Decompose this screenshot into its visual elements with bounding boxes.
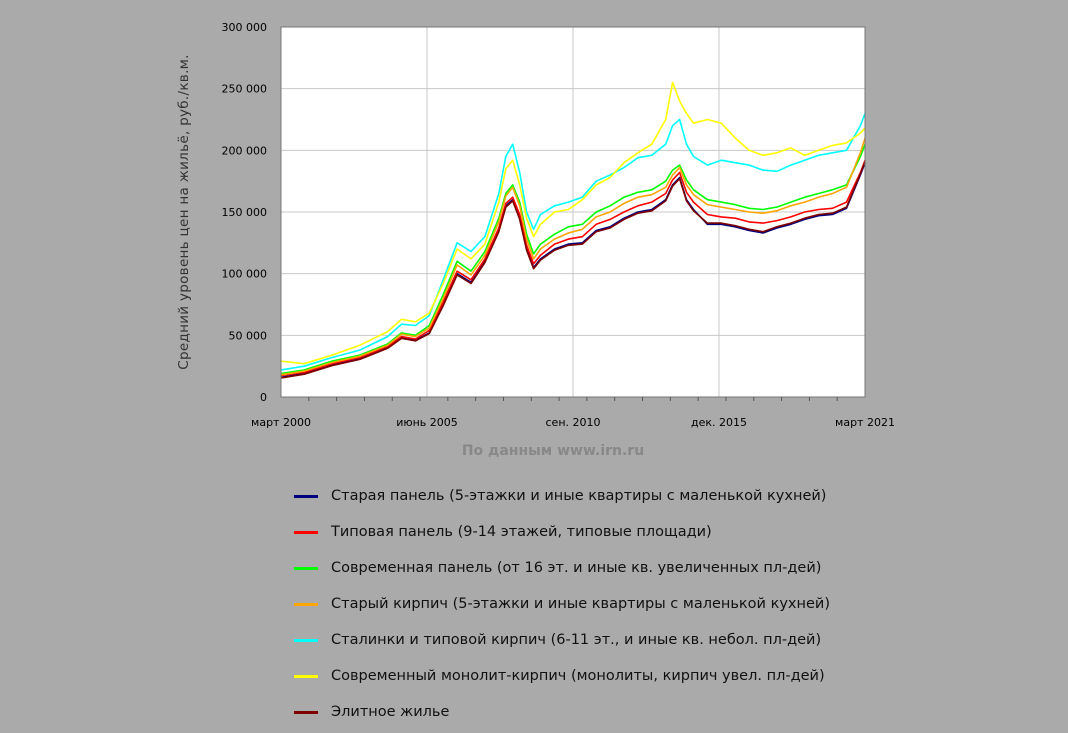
legend-label: Типовая панель (9-14 этажей, типовые пло…	[331, 524, 712, 540]
legend-swatch	[294, 710, 318, 714]
y-tick-label: 50 000	[229, 329, 268, 342]
legend-label: Старый кирпич (5-этажки и иные квартиры …	[331, 596, 830, 612]
y-tick-label: 150 000	[222, 206, 268, 219]
legend-label: Элитное жилье	[331, 704, 450, 720]
y-tick-label: 100 000	[222, 268, 268, 281]
legend-item: Старый кирпич (5-этажки и иные квартиры …	[294, 586, 894, 622]
x-tick-label: июнь 2005	[396, 416, 458, 429]
legend-label: Современная панель (от 16 эт. и иные кв.…	[331, 560, 822, 576]
y-tick-label: 200 000	[222, 144, 268, 157]
legend-label: Сталинки и типовой кирпич (6-11 эт., и и…	[331, 632, 822, 648]
legend-swatch	[294, 494, 318, 498]
legend-swatch	[294, 674, 318, 678]
legend-label: Современный монолит-кирпич (монолиты, ки…	[331, 668, 825, 684]
x-tick-label: сен. 2010	[546, 416, 601, 429]
legend-item: Элитное жилье	[294, 694, 894, 730]
legend: Старая панель (5-этажки и иные квартиры …	[294, 478, 894, 730]
legend-item: Современный монолит-кирпич (монолиты, ки…	[294, 658, 894, 694]
y-tick-label: 0	[260, 391, 267, 404]
series-lines	[280, 81, 866, 379]
series-line-4	[280, 137, 866, 376]
legend-item: Старая панель (5-этажки и иные квартиры …	[294, 478, 894, 514]
legend-swatch	[294, 566, 318, 570]
y-axis-label: Средний уровень цен на жильё, руб./кв.м.	[176, 54, 192, 369]
x-tick-label: март 2021	[835, 416, 895, 429]
series-line-2	[280, 159, 866, 377]
legend-item: Сталинки и типовой кирпич (6-11 эт., и и…	[294, 622, 894, 658]
legend-swatch	[294, 530, 318, 534]
y-tick-label: 250 000	[222, 83, 268, 96]
y-tick-label: 300 000	[222, 21, 268, 34]
source-note: По данным www.irn.ru	[462, 443, 644, 459]
legend-swatch	[294, 602, 318, 606]
legend-label: Старая панель (5-этажки и иные квартиры …	[331, 488, 827, 504]
legend-item: Современная панель (от 16 эт. и иные кв.…	[294, 550, 894, 586]
series-line-7	[280, 161, 866, 379]
series-line-3	[280, 143, 866, 375]
plot-frame	[280, 26, 866, 398]
y-axis-ticks: 0 50 000 100 000 150 000 200 000 250 000 300 0…	[222, 21, 268, 404]
series-line-6	[281, 81, 866, 365]
x-axis-ticks: март 2000 июнь 2005 сен. 2010 дек. 2015 март…	[251, 397, 895, 429]
legend-item: Типовая панель (9-14 этажей, типовые пло…	[294, 514, 894, 550]
legend-swatch	[294, 638, 318, 642]
x-tick-label: март 2000	[251, 416, 311, 429]
x-tick-label: дек. 2015	[691, 416, 747, 429]
